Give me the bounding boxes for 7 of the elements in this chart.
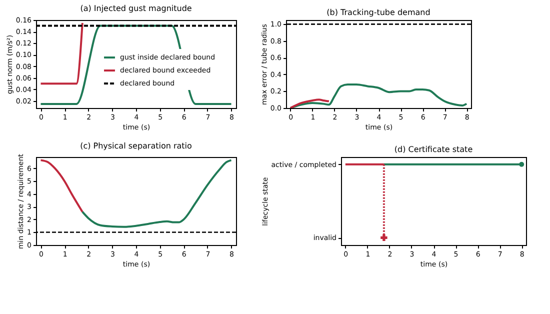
chart-title: (a) Injected gust magnitude bbox=[80, 4, 192, 13]
line-series bbox=[81, 159, 232, 228]
chart-title: (b) Tracking-tube demand bbox=[326, 8, 430, 17]
chart-title: (d) Certificate state bbox=[394, 145, 473, 154]
line-series bbox=[289, 98, 330, 108]
chart-title: (c) Physical separation ratio bbox=[80, 141, 192, 150]
line-series bbox=[40, 159, 84, 213]
